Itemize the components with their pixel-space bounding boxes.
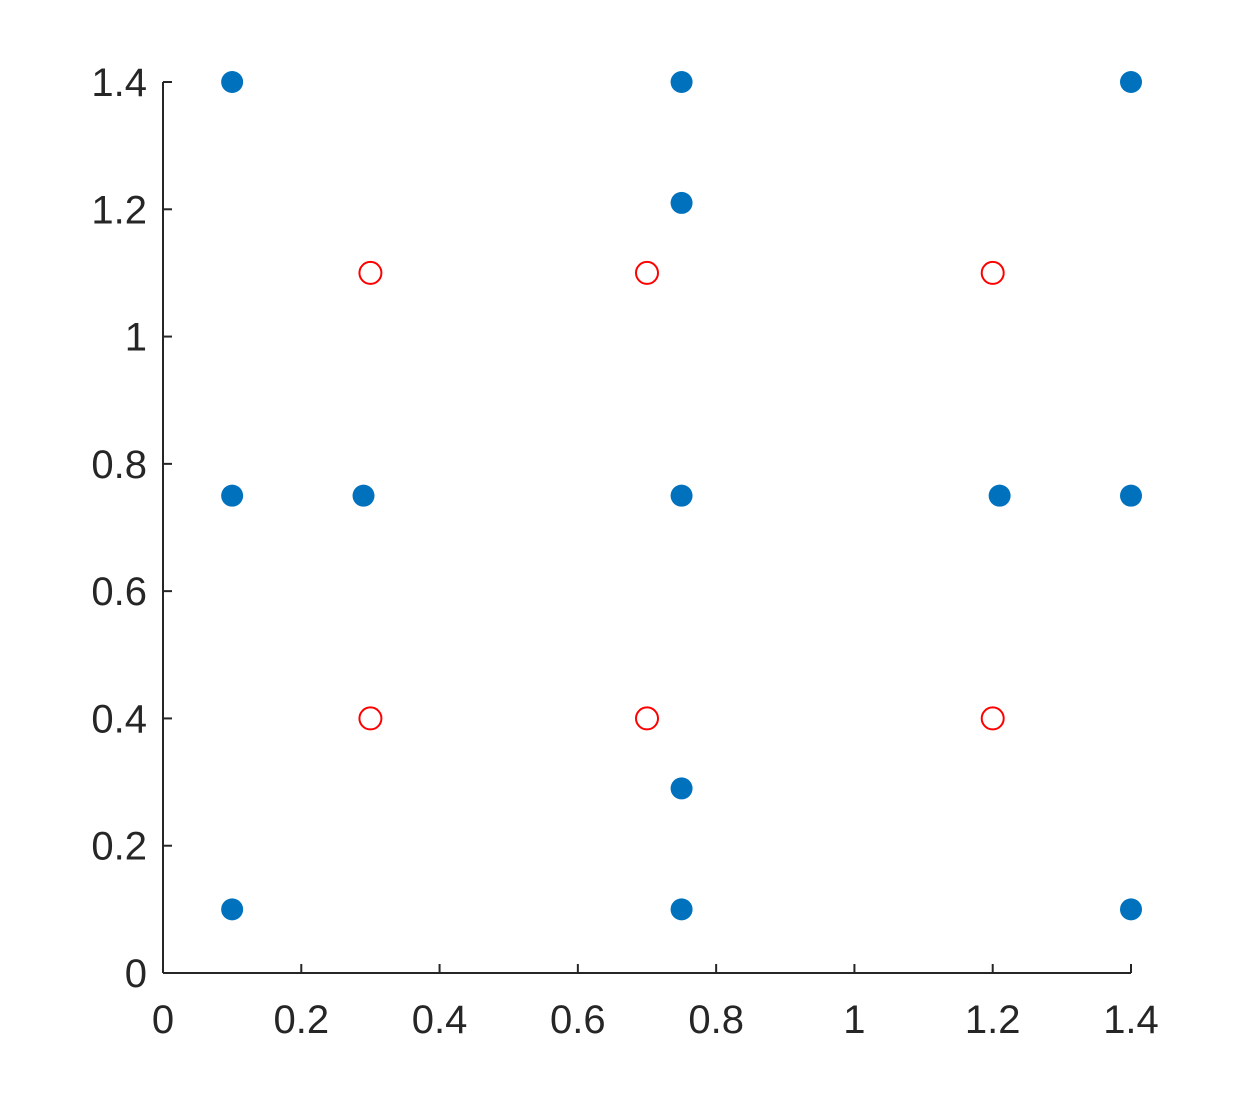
filled-data-point	[988, 484, 1011, 507]
data-points	[221, 71, 1142, 921]
x-tick-label: 0.2	[273, 998, 329, 1042]
filled-data-point	[1120, 898, 1142, 921]
y-tick-label: 1.2	[91, 188, 147, 232]
x-tick-label: 1.4	[1103, 998, 1159, 1042]
x-tick-label: 1	[843, 998, 865, 1042]
open-data-point	[980, 706, 1005, 731]
y-axis-ticks: 0 0.2 0.4 0.6 0.8 1 1.2 1.4	[91, 61, 172, 996]
open-data-point	[358, 706, 383, 731]
x-tick-label: 0	[152, 998, 174, 1042]
axes	[162, 82, 1131, 974]
x-tick-label: 0.8	[688, 998, 744, 1042]
filled-data-point	[1120, 71, 1142, 93]
filled-data-point	[670, 898, 693, 921]
y-tick-label: 0.6	[91, 570, 147, 614]
open-data-point	[635, 706, 659, 731]
y-tick-label: 0.2	[91, 825, 147, 869]
x-axis-ticks: 0 0.2 0.4 0.6 0.8 1 1.2 1.4	[152, 964, 1159, 1042]
x-tick-label: 0.6	[550, 998, 606, 1042]
y-tick-label: 0	[125, 952, 147, 996]
filled-data-point	[221, 71, 244, 93]
filled-data-point	[670, 191, 693, 214]
y-tick-label: 0.8	[91, 443, 147, 487]
filled-data-point	[221, 484, 244, 507]
filled-data-point	[352, 484, 375, 507]
filled-data-point	[670, 484, 693, 507]
open-data-point	[635, 260, 659, 285]
open-data-point	[980, 260, 1005, 285]
filled-data-point	[670, 71, 693, 93]
filled-data-point	[670, 777, 693, 800]
y-tick-label: 1	[125, 316, 147, 360]
filled-data-point	[1120, 484, 1142, 507]
x-tick-label: 0.4	[412, 998, 468, 1042]
y-tick-label: 1.4	[91, 61, 147, 105]
y-tick-label: 0.4	[91, 697, 147, 741]
filled-data-point	[221, 898, 244, 921]
x-tick-label: 1.2	[965, 998, 1021, 1042]
open-data-point	[358, 260, 383, 285]
